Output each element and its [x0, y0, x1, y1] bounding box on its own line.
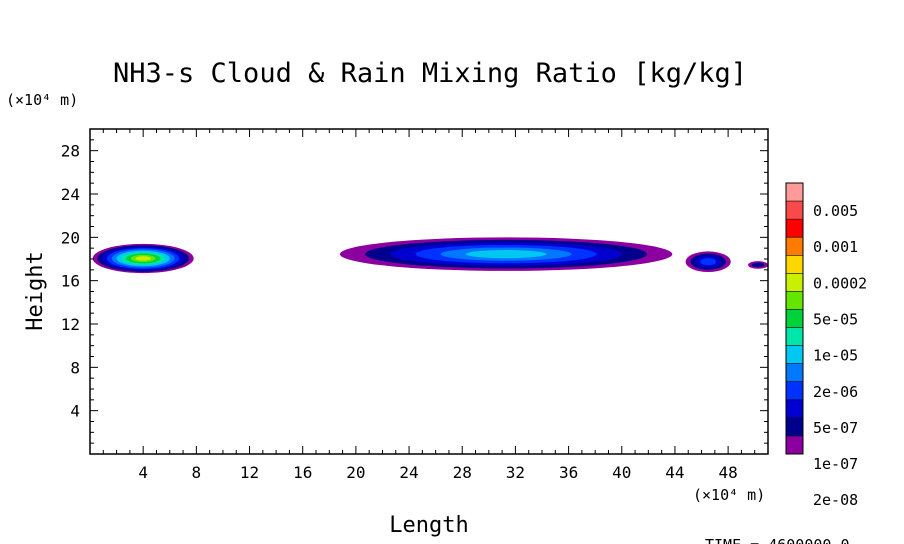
colorbar-swatch [786, 363, 803, 382]
colorbar-label: 0.001 [813, 238, 858, 256]
x-tick-label: 8 [192, 463, 202, 482]
y-tick-label: 12 [61, 315, 80, 334]
colorbar-label: 1e-07 [813, 455, 858, 473]
x-tick-label: 28 [453, 463, 472, 482]
x-axis-label: Length [389, 513, 468, 538]
colorbar-swatch [786, 201, 803, 220]
x-tick-label: 32 [506, 463, 525, 482]
colorbar-label: 1e-05 [813, 347, 858, 365]
colorbar-swatch [786, 237, 803, 256]
x-tick-label: 16 [293, 463, 312, 482]
x-tick-label: 24 [399, 463, 418, 482]
y-tick-label: 20 [61, 228, 80, 247]
cloud-2-contour [465, 250, 547, 259]
colorbar-swatch [786, 345, 803, 364]
colorbar-frame [785, 182, 804, 455]
y-tick-label: 8 [70, 358, 80, 377]
y-tick-label: 4 [70, 402, 80, 421]
cloud-1-contour [135, 256, 151, 261]
colorbar-swatch [786, 219, 803, 238]
x-tick-label: 36 [559, 463, 578, 482]
y-tick-label: 16 [61, 272, 80, 291]
colorbar-label: 2e-06 [813, 383, 858, 401]
cloud-3-contour [700, 258, 717, 266]
colorbar-swatch [786, 381, 803, 400]
x-tick-label: 44 [665, 463, 684, 482]
colorbar-label: 5e-07 [813, 419, 858, 437]
colorbar-swatch [786, 291, 803, 310]
x-ticks: 4 8 12 16 20 24 28 32 36 40 44 48 [102, 129, 756, 482]
y-ticks: 4 8 12 16 20 24 28 [61, 139, 768, 444]
colorbar-label: 0.0002 [813, 274, 867, 292]
x-tick-label: 12 [240, 463, 259, 482]
y-axis-unit: (×10⁴ m) [6, 91, 78, 109]
colorbar-swatch [786, 399, 803, 418]
colorbar-swatch [786, 417, 803, 436]
y-tick-label: 24 [61, 185, 80, 204]
colorbar-label: 2e-08 [813, 491, 858, 509]
colorbar-swatch [786, 255, 803, 274]
colorbar-label: 0.005 [813, 202, 858, 220]
x-tick-label: 40 [612, 463, 631, 482]
plot-frame [89, 128, 769, 455]
plot-area [89, 128, 769, 455]
x-tick-label: 20 [346, 463, 365, 482]
x-tick-label: 4 [138, 463, 148, 482]
y-axis-label: Height [23, 251, 48, 330]
colorbar-swatch [786, 327, 803, 346]
chart-title: NH3-s Cloud & Rain Mixing Ratio [kg/kg] [113, 58, 747, 89]
colorbar-swatch [786, 273, 803, 292]
colorbar-label: 5e-05 [813, 311, 858, 329]
cloud-4-contour [751, 262, 765, 268]
colorbar-swatch [786, 435, 803, 454]
colorbar: 0.005 0.001 0.0002 5e-05 1e-05 2e-06 5e-07 1e-0… [785, 182, 867, 509]
x-tick-label: 48 [718, 463, 737, 482]
colorbar-swatch [786, 309, 803, 328]
y-tick-label: 28 [61, 142, 80, 161]
colorbar-swatch [786, 183, 803, 202]
time-footer: TIME = 4600000.0 [705, 536, 850, 544]
x-axis-unit: (×10⁴ m) [693, 486, 765, 504]
